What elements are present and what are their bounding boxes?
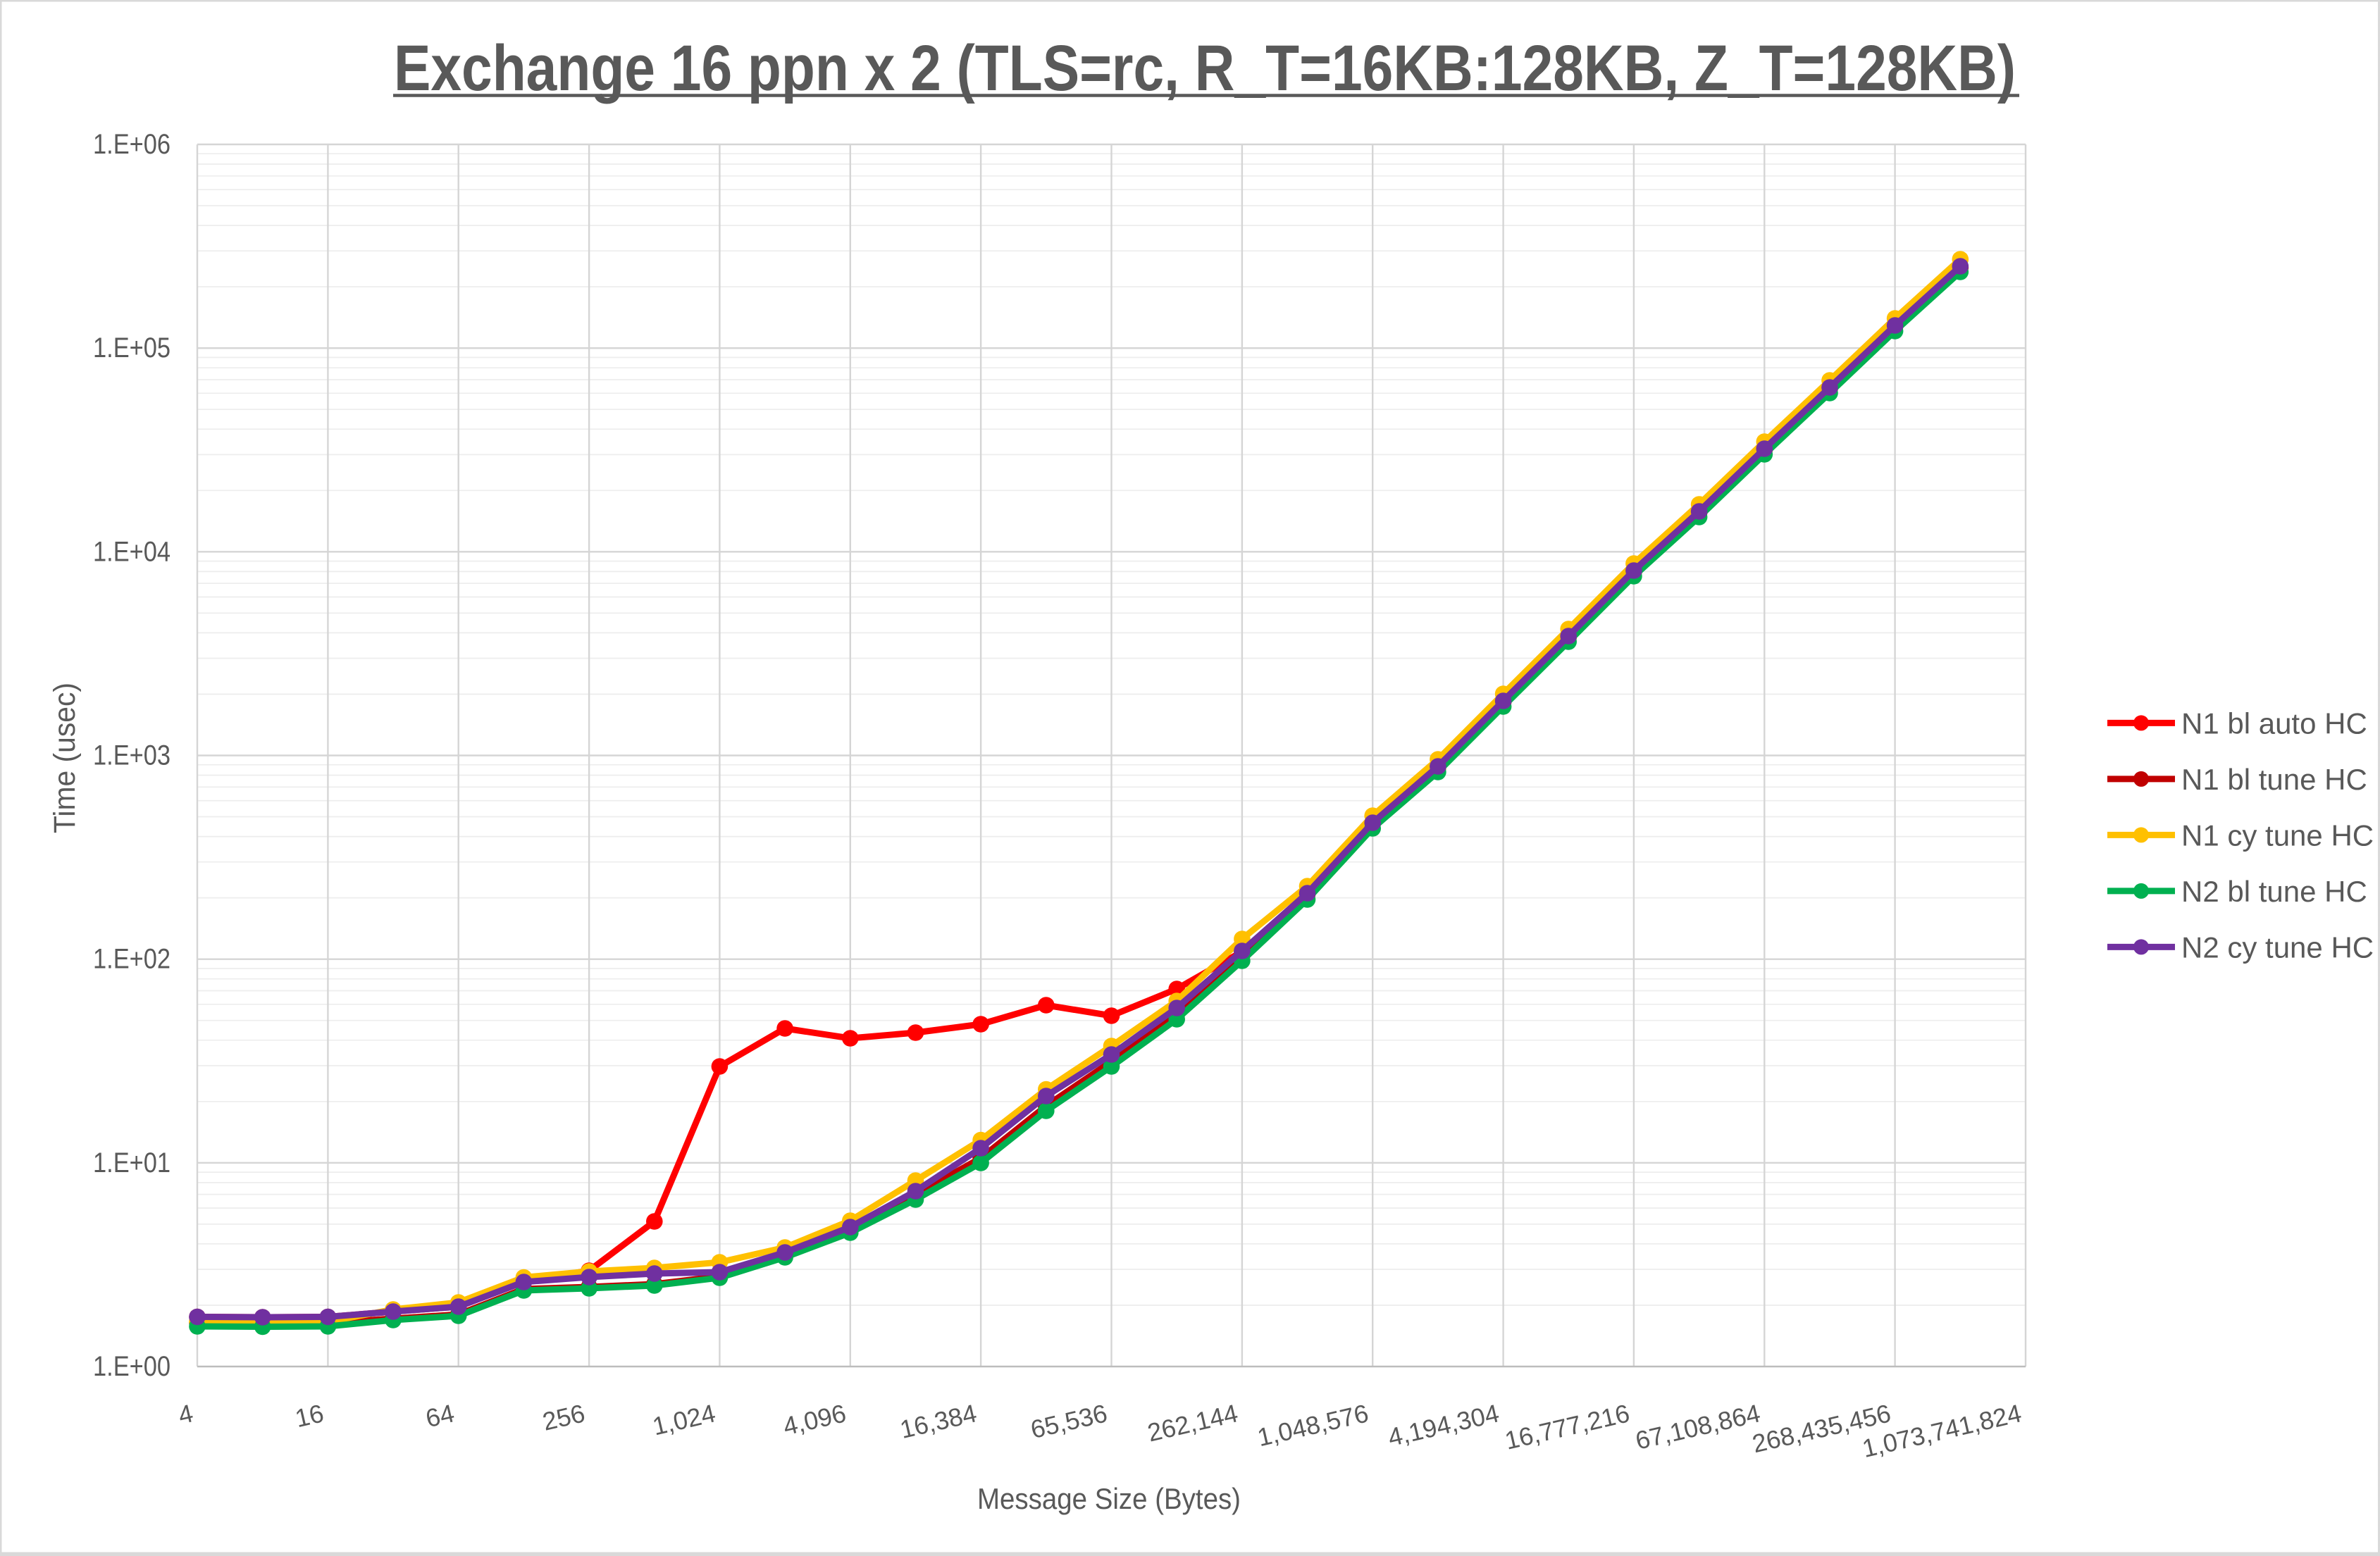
svg-text:1.E+03: 1.E+03 xyxy=(93,740,171,771)
svg-text:Exchange 16 ppn x 2 (TLS=rc, R: Exchange 16 ppn x 2 (TLS=rc, R_T=16KB:12… xyxy=(394,32,2016,104)
svg-text:Time (usec): Time (usec) xyxy=(48,683,82,833)
svg-text:64: 64 xyxy=(423,1398,457,1433)
svg-text:N2 cy tune HC: N2 cy tune HC xyxy=(2181,931,2374,964)
svg-text:Message Size (Bytes): Message Size (Bytes) xyxy=(977,1482,1241,1515)
svg-text:N1 bl tune HC: N1 bl tune HC xyxy=(2181,763,2367,796)
svg-text:1.E+05: 1.E+05 xyxy=(93,332,171,363)
svg-text:N1 cy tune HC: N1 cy tune HC xyxy=(2181,819,2374,852)
svg-text:16: 16 xyxy=(292,1398,326,1433)
svg-text:1.E+06: 1.E+06 xyxy=(93,129,171,160)
svg-text:1.E+02: 1.E+02 xyxy=(93,944,171,975)
svg-text:1.E+00: 1.E+00 xyxy=(93,1351,171,1382)
svg-text:N2 bl tune HC: N2 bl tune HC xyxy=(2181,875,2367,908)
svg-text:1.E+01: 1.E+01 xyxy=(93,1147,171,1178)
svg-text:1.E+04: 1.E+04 xyxy=(93,536,171,567)
svg-text:N1 bl auto HC: N1 bl auto HC xyxy=(2181,707,2367,740)
